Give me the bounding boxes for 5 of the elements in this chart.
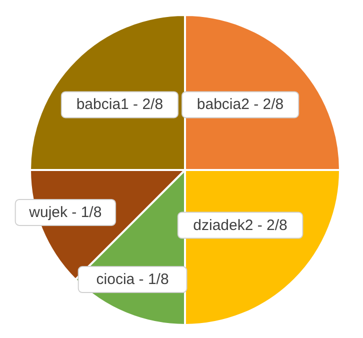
slice-label: dziadek2 - 2/8	[193, 216, 288, 234]
slice-label: wujek - 1/8	[28, 204, 102, 221]
slice-label: babcia1 - 2/8	[76, 96, 164, 114]
slice-label: ciocia - 1/8	[96, 271, 169, 288]
slice-label: babcia2 - 2/8	[196, 96, 284, 114]
